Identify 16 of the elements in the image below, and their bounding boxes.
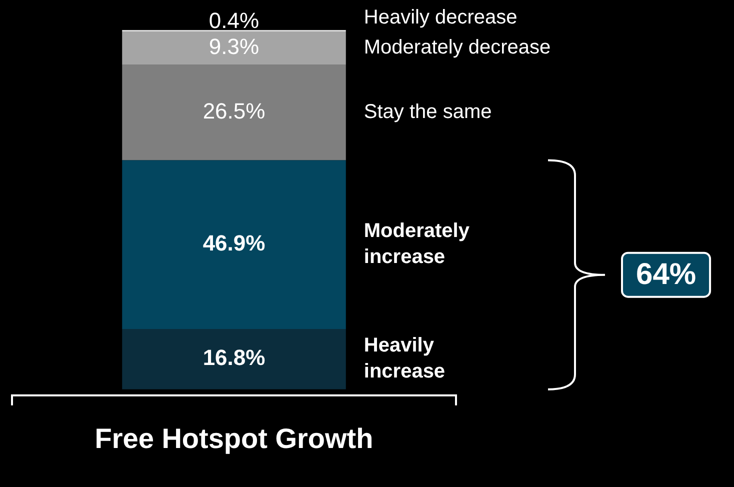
data-label: 46.9% <box>202 230 266 256</box>
bar <box>122 328 346 390</box>
data-label: 0.4% <box>208 8 260 34</box>
bar <box>122 64 346 160</box>
series-label: Heavily decrease <box>364 6 518 29</box>
data-label: 26.5% <box>202 98 266 124</box>
series-label: Stay the same <box>364 101 492 124</box>
series-label: Moderately decrease <box>364 36 551 59</box>
bar <box>122 31 346 65</box>
x-tick-label: Free Hotspot Growth <box>94 422 374 454</box>
data-label: 16.8% <box>202 345 266 370</box>
series-label: Moderately increase <box>364 220 470 268</box>
series-label: Heavily increase <box>364 334 446 383</box>
bar <box>122 160 346 329</box>
data-label: 9.3% <box>208 34 260 60</box>
text: 64% <box>636 258 696 292</box>
